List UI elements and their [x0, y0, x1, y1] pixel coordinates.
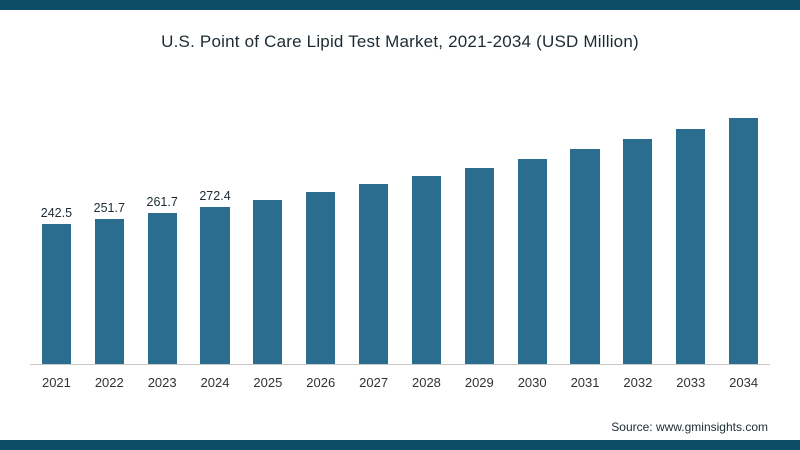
- bar-slot-2021: 242.5: [30, 206, 83, 364]
- bar-slot-2022: 251.7: [83, 201, 136, 364]
- top-border-strip: [0, 0, 800, 10]
- bar-slot-2031: [559, 149, 612, 364]
- bar-value-label-2023: 261.7: [146, 195, 178, 209]
- bar-2029: [464, 168, 494, 364]
- bar-2023: [147, 213, 177, 364]
- bar-2034: [729, 118, 759, 364]
- x-tick-2023: 2023: [147, 375, 177, 390]
- bar-slot-2028: [400, 176, 453, 364]
- bar-slot-2025: [241, 200, 294, 364]
- bar-2021: [41, 224, 71, 364]
- bars-row: 242.5 251.7 261.7 272.4: [30, 65, 770, 365]
- bar-2027: [359, 184, 389, 364]
- bar-value-label-2021: 242.5: [40, 206, 73, 220]
- bar-slot-2030: [506, 159, 559, 364]
- bar-slot-2026: [294, 192, 347, 364]
- bar-2030: [517, 159, 547, 364]
- bar-2033: [676, 129, 706, 364]
- source-attribution: Source: www.gminsights.com: [611, 420, 768, 434]
- bar-value-label-2022: 251.7: [93, 201, 125, 215]
- bar-2031: [570, 149, 600, 364]
- bar-2025: [253, 200, 283, 364]
- x-tick-2027: 2027: [359, 375, 389, 390]
- bar-slot-2027: [347, 184, 400, 364]
- bar-slot-2024: 272.4: [189, 189, 242, 364]
- bar-slot-2034: [717, 118, 770, 364]
- bar-2022: [94, 219, 124, 364]
- chart-title: U.S. Point of Care Lipid Test Market, 20…: [161, 32, 639, 51]
- x-tick-2029: 2029: [464, 375, 494, 390]
- bar-2028: [411, 176, 441, 364]
- plot-area: 242.5 251.7 261.7 272.4 2021 2022 2023 2024 202…: [30, 65, 770, 390]
- bar-slot-2033: [664, 129, 717, 364]
- x-tick-2030: 2030: [517, 375, 547, 390]
- x-tick-2034: 2034: [729, 375, 759, 390]
- bar-2024: [200, 207, 230, 364]
- bar-2032: [623, 139, 653, 364]
- bar-value-label-2024: 272.4: [199, 189, 231, 203]
- x-axis-ticks: 2021 2022 2023 2024 2025 2026 2027 2028 2029 2030…: [30, 365, 770, 390]
- bottom-border-strip: [0, 440, 800, 450]
- x-tick-2033: 2033: [676, 375, 706, 390]
- x-tick-2025: 2025: [253, 375, 283, 390]
- x-tick-2024: 2024: [200, 375, 230, 390]
- bar-2026: [306, 192, 336, 364]
- x-tick-2026: 2026: [306, 375, 336, 390]
- x-tick-2021: 2021: [41, 375, 71, 390]
- bar-slot-2023: 261.7: [136, 195, 189, 364]
- bar-slot-2029: [453, 168, 506, 364]
- bar-slot-2032: [611, 139, 664, 364]
- x-tick-2032: 2032: [623, 375, 653, 390]
- x-tick-2031: 2031: [570, 375, 600, 390]
- x-tick-2028: 2028: [411, 375, 441, 390]
- x-tick-2022: 2022: [94, 375, 124, 390]
